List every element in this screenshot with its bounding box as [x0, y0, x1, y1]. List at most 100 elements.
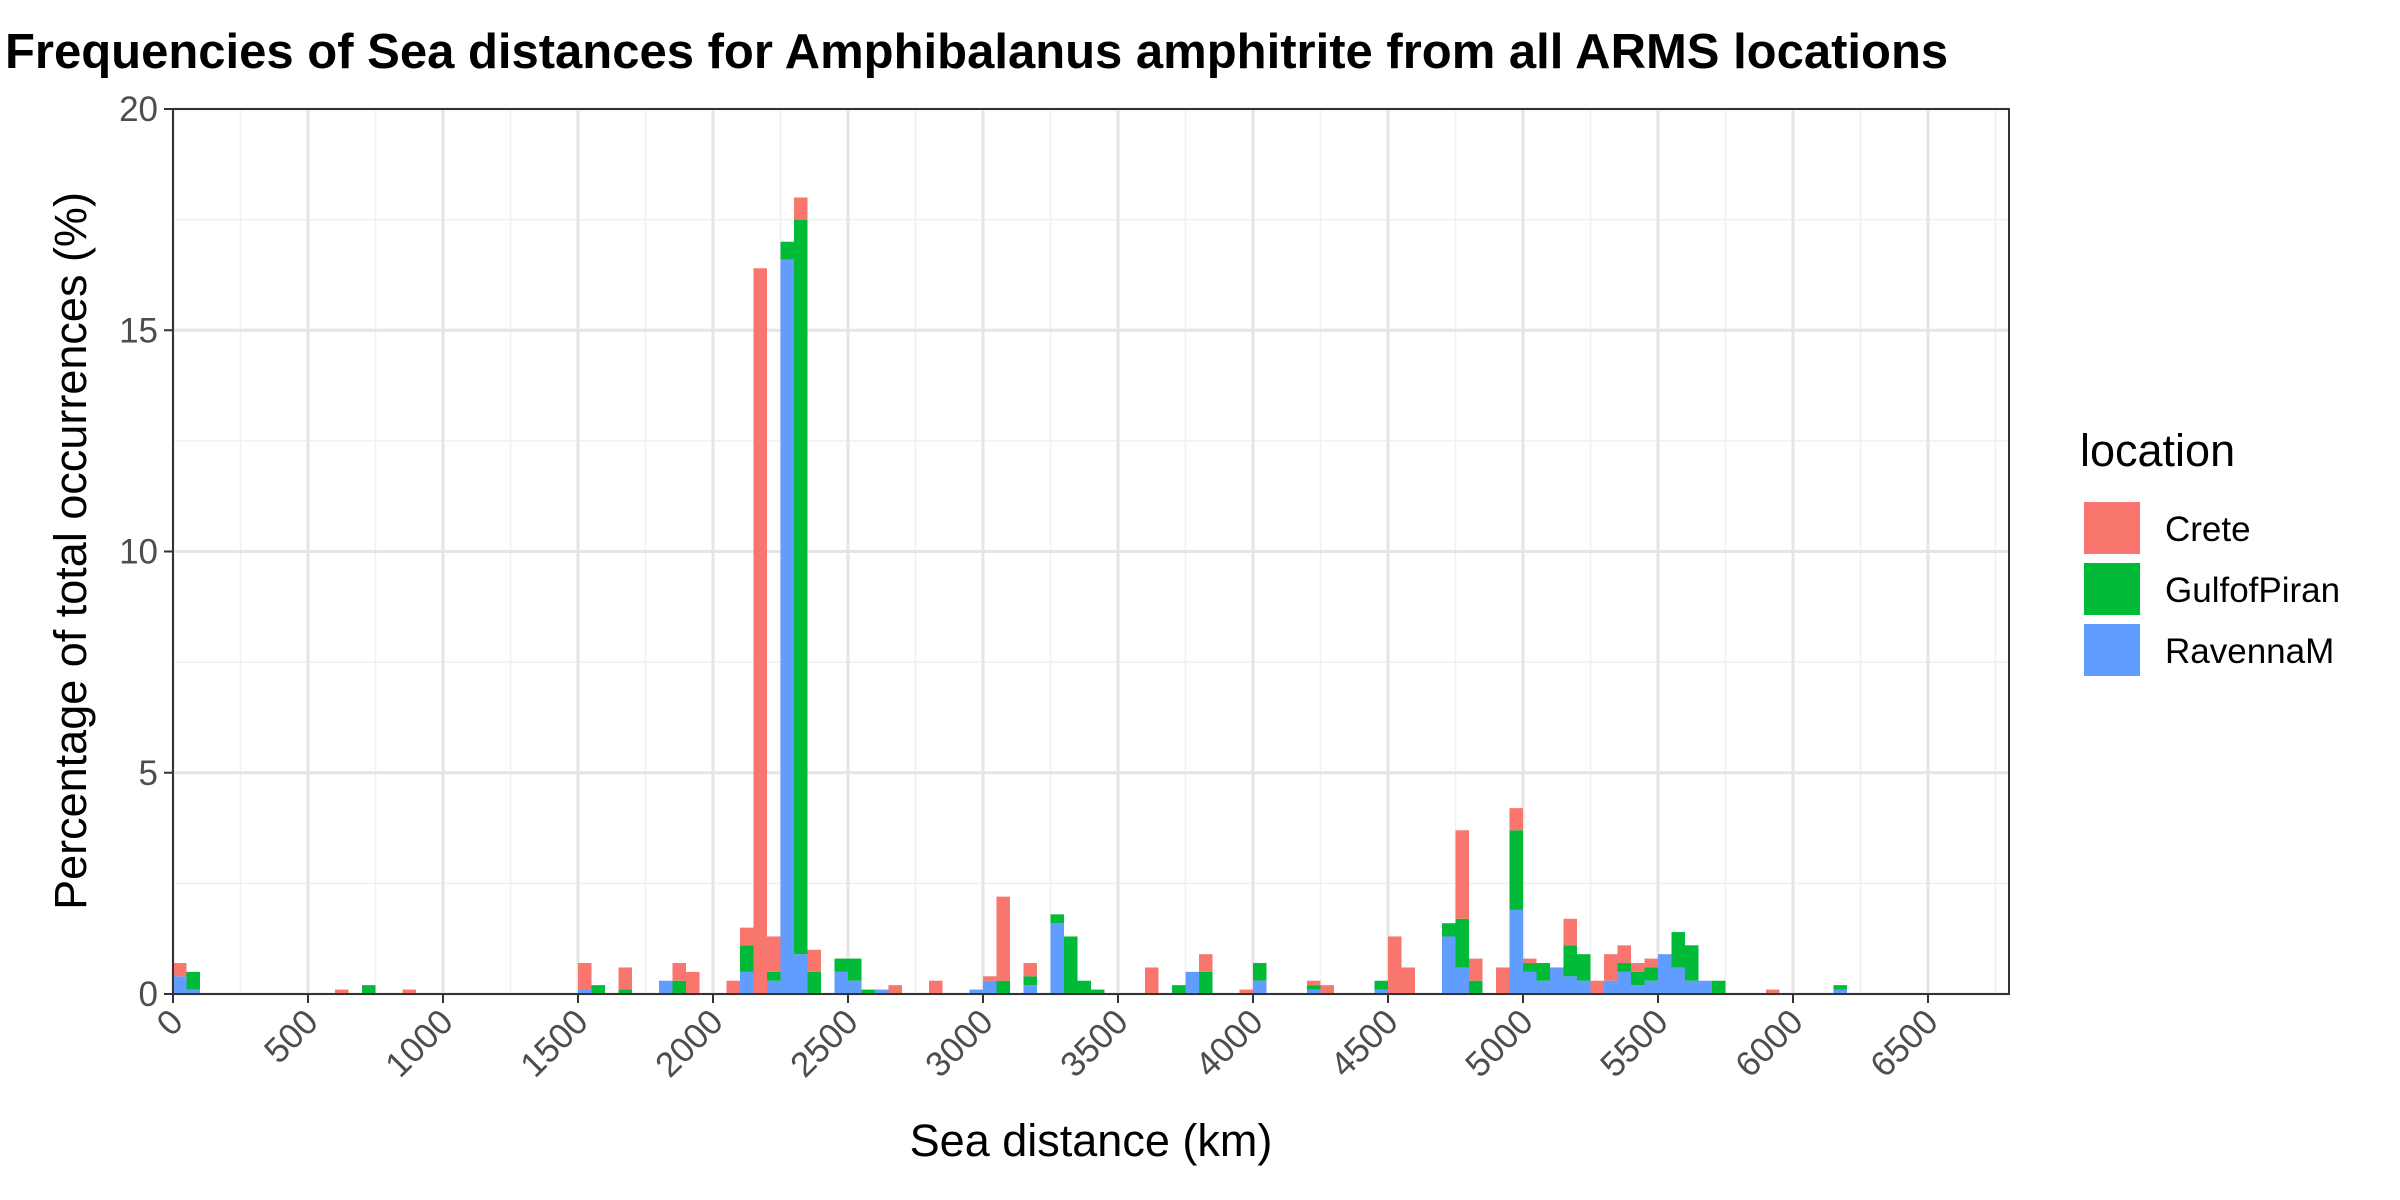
bar-gulfofpiran: [672, 980, 686, 994]
bar-gulfofpiran: [740, 945, 754, 972]
bar-ravennam: [794, 954, 808, 994]
bar-gulfofpiran: [1023, 976, 1037, 986]
bar-gulfofpiran: [1833, 985, 1847, 990]
bar-crete: [686, 971, 700, 994]
legend-key-crete: [2084, 502, 2140, 554]
bar-gulfofpiran: [1712, 980, 1726, 994]
bar-crete: [807, 949, 821, 972]
bar-gulfofpiran: [186, 971, 200, 990]
bar-ravennam: [1185, 971, 1199, 994]
bar-ravennam: [1442, 936, 1456, 994]
bar-crete: [1307, 980, 1321, 986]
bar-ravennam: [173, 976, 187, 994]
bar-ravennam: [1374, 989, 1388, 994]
bar-gulfofpiran: [1199, 971, 1213, 994]
bar-crete: [1766, 989, 1780, 994]
bar-gulfofpiran: [1307, 985, 1321, 990]
bar-crete: [1145, 967, 1159, 994]
bar-gulfofpiran: [848, 958, 862, 981]
bar-crete: [740, 927, 754, 946]
bar-crete: [929, 980, 943, 994]
x-axis-title: Sea distance (km): [910, 1115, 1273, 1166]
bar-ravennam: [1833, 989, 1847, 994]
bar-crete: [726, 980, 740, 994]
bar-gulfofpiran: [1253, 963, 1267, 981]
bar-crete: [1496, 967, 1510, 994]
bar-gulfofpiran: [834, 958, 848, 972]
bar-gulfofpiran: [1631, 971, 1645, 986]
bar-gulfofpiran: [1509, 830, 1523, 910]
bar-ravennam: [1523, 971, 1537, 994]
bar-gulfofpiran: [618, 989, 632, 994]
legend: location Crete GulfofPiran RavennaM: [2080, 425, 2340, 676]
bar-ravennam: [1698, 980, 1712, 994]
bar-ravennam: [1455, 967, 1469, 994]
bar-ravennam: [1563, 976, 1577, 994]
bar-gulfofpiran: [780, 241, 794, 260]
legend-key-gulfofpiran: [2084, 563, 2140, 615]
bar-crete: [1631, 963, 1645, 972]
bar-ravennam: [1631, 985, 1645, 994]
y-axis-ticks: 0 5 10 15 20: [119, 90, 173, 1014]
bar-crete: [1617, 945, 1631, 964]
bar-crete: [173, 963, 187, 977]
bar-gulfofpiran: [1442, 923, 1456, 937]
histogram-bars: [173, 197, 1847, 994]
bar-ravennam: [1671, 967, 1685, 994]
bar-crete: [888, 985, 902, 994]
bar-gulfofpiran: [794, 219, 808, 955]
bar-ravennam: [578, 989, 592, 994]
bar-ravennam: [834, 971, 848, 994]
chart-title: Frequencies of Sea distances for Amphiba…: [5, 25, 1948, 79]
bar-gulfofpiran: [1523, 963, 1537, 972]
y-tick-label: 20: [119, 90, 158, 129]
bar-ravennam: [740, 971, 754, 994]
bar-crete: [578, 963, 592, 990]
bar-ravennam: [780, 259, 794, 994]
bar-crete: [672, 963, 686, 981]
legend-title: location: [2080, 425, 2235, 476]
bar-ravennam: [1604, 980, 1618, 994]
legend-key-ravennam: [2084, 624, 2140, 676]
bar-crete: [335, 989, 349, 994]
bar-gulfofpiran: [1374, 980, 1388, 990]
bar-crete: [618, 967, 632, 990]
bar-crete: [1563, 918, 1577, 946]
bar-crete: [1401, 967, 1415, 994]
bar-gulfofpiran: [1077, 980, 1091, 994]
y-axis-title: Percentage of total occurrences (%): [45, 192, 96, 910]
bar-ravennam: [1536, 980, 1550, 994]
bar-ravennam: [1685, 980, 1699, 994]
legend-label-gulfofpiran: GulfofPiran: [2165, 571, 2340, 610]
bar-gulfofpiran: [1064, 936, 1078, 994]
bar-gulfofpiran: [1685, 945, 1699, 981]
bar-crete: [983, 976, 997, 981]
bar-ravennam: [659, 980, 673, 994]
bar-crete: [996, 896, 1010, 981]
bar-ravennam: [1658, 954, 1672, 994]
bar-ravennam: [1509, 909, 1523, 994]
bar-gulfofpiran: [1050, 914, 1064, 924]
bar-gulfofpiran: [1617, 963, 1631, 972]
bar-gulfofpiran: [1644, 967, 1658, 981]
y-tick-label: 15: [119, 311, 158, 350]
bar-gulfofpiran: [1455, 918, 1469, 968]
bar-crete: [1523, 958, 1537, 964]
bar-ravennam: [1577, 980, 1591, 994]
bar-ravennam: [969, 989, 983, 994]
bar-crete: [1023, 963, 1037, 977]
bar-ravennam: [875, 989, 889, 994]
bar-crete: [1509, 808, 1523, 831]
bar-gulfofpiran: [807, 971, 821, 994]
y-tick-label: 0: [139, 975, 158, 1014]
bar-crete: [1388, 936, 1402, 994]
bar-ravennam: [1644, 980, 1658, 994]
bar-ravennam: [983, 980, 997, 994]
bar-ravennam: [1550, 967, 1564, 994]
bar-crete: [767, 936, 781, 972]
bar-gulfofpiran: [996, 980, 1010, 994]
bar-gulfofpiran: [1577, 954, 1591, 981]
bar-crete: [1604, 954, 1618, 981]
bar-gulfofpiran: [362, 985, 376, 994]
